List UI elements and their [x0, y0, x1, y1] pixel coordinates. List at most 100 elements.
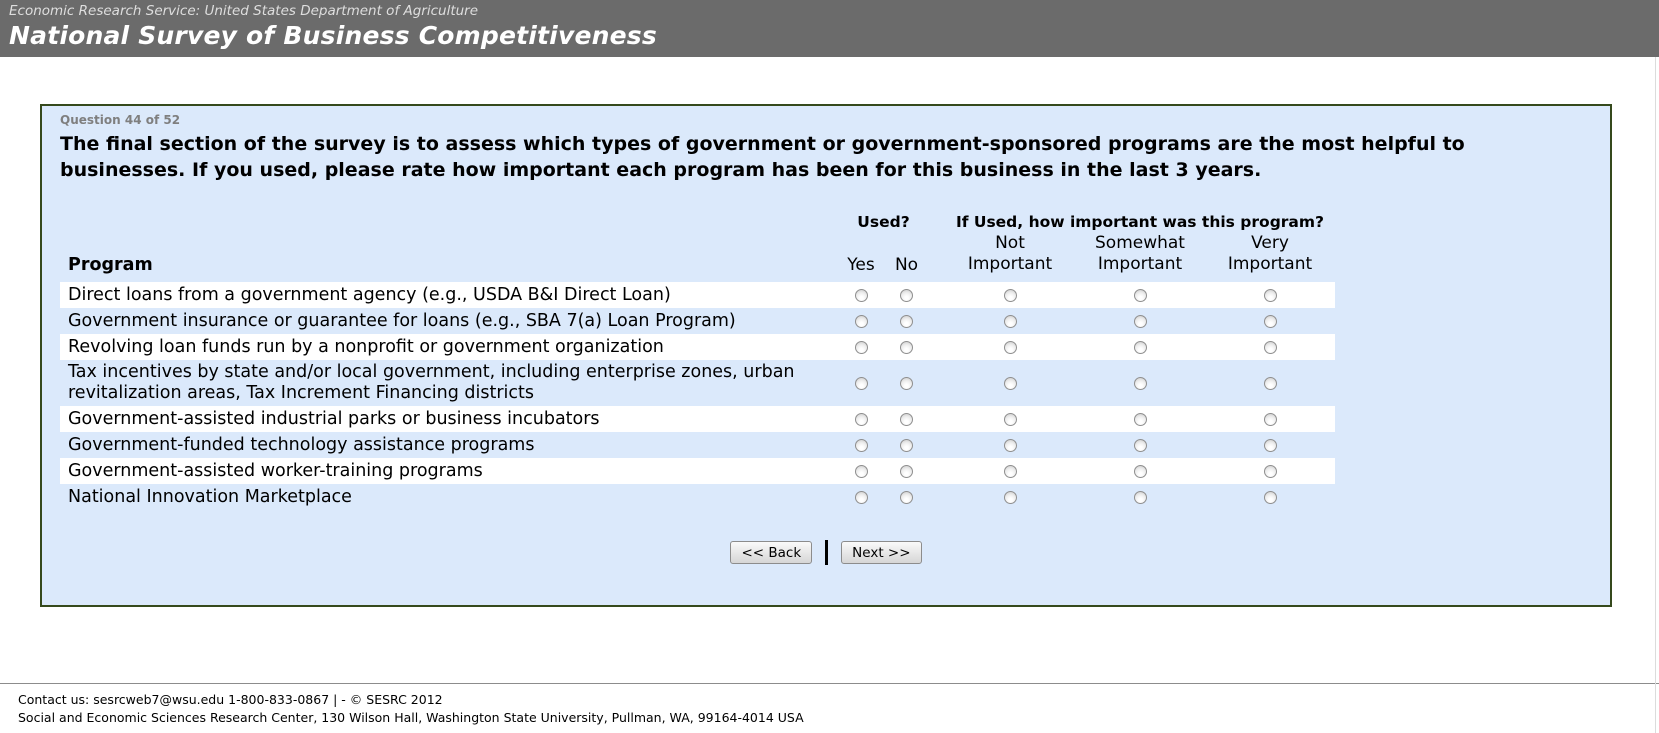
question-panel: Question 44 of 52 The final section of t…	[40, 104, 1612, 607]
radio-cell	[884, 490, 929, 504]
radio-row1-no[interactable]	[900, 288, 913, 302]
radio-row7-somewhat-important[interactable]	[1133, 464, 1147, 478]
radio-row3-somewhat-important[interactable]	[1133, 340, 1147, 354]
somewhat-important-column-label: Somewhat Important	[1095, 233, 1185, 274]
radio-cell	[884, 376, 929, 390]
radio-cell	[1075, 288, 1205, 302]
radio-row7-no[interactable]	[900, 464, 913, 478]
radio-row7-very-important[interactable]	[1263, 464, 1277, 478]
radio-row4-very-important[interactable]	[1263, 376, 1277, 390]
radio-row3-no[interactable]	[900, 340, 913, 354]
radio-row5-no[interactable]	[900, 412, 913, 426]
radio-row6-yes[interactable]	[854, 438, 868, 452]
radio-cell	[884, 340, 929, 354]
radio-row8-no[interactable]	[900, 490, 913, 504]
program-column-header: Program	[68, 255, 153, 275]
survey-rows: Direct loans from a government agency (e…	[60, 282, 1335, 510]
radio-row3-very-important[interactable]	[1263, 340, 1277, 354]
radio-row7-yes[interactable]	[854, 464, 868, 478]
table-row: National Innovation Marketplace	[60, 484, 1335, 510]
radio-cell	[838, 376, 884, 390]
button-separator	[825, 540, 829, 565]
navigation-buttons: << Back Next >>	[42, 540, 1610, 565]
back-button[interactable]: << Back	[730, 541, 813, 564]
radio-row2-somewhat-important[interactable]	[1133, 314, 1147, 328]
radio-row5-yes[interactable]	[854, 412, 868, 426]
agency-line: Economic Research Service: United States…	[9, 3, 479, 19]
radio-cell	[945, 376, 1075, 390]
radio-cell	[1075, 376, 1205, 390]
radio-cell	[945, 412, 1075, 426]
next-button[interactable]: Next >>	[841, 541, 922, 564]
radio-cell	[838, 490, 884, 504]
radio-cell	[838, 340, 884, 354]
radio-cell	[945, 340, 1075, 354]
radio-row1-somewhat-important[interactable]	[1133, 288, 1147, 302]
footer-divider	[0, 683, 1659, 684]
radio-cell	[1075, 490, 1205, 504]
radio-row7-not-important[interactable]	[1003, 464, 1017, 478]
question-text: The final section of the survey is to as…	[60, 133, 1465, 181]
radio-row2-not-important[interactable]	[1003, 314, 1017, 328]
radio-row5-very-important[interactable]	[1263, 412, 1277, 426]
radio-cell	[884, 464, 929, 478]
radio-cell	[1205, 438, 1335, 452]
radio-row8-somewhat-important[interactable]	[1133, 490, 1147, 504]
radio-row6-not-important[interactable]	[1003, 438, 1017, 452]
used-column-header: Used?	[857, 213, 910, 231]
table-row: Government-assisted worker-training prog…	[60, 458, 1335, 484]
radio-row1-very-important[interactable]	[1263, 288, 1277, 302]
radio-row4-yes[interactable]	[854, 376, 868, 390]
radio-cell	[1205, 340, 1335, 354]
radio-row6-somewhat-important[interactable]	[1133, 438, 1147, 452]
no-column-label: No	[894, 255, 919, 275]
radio-row5-not-important[interactable]	[1003, 412, 1017, 426]
radio-cell	[884, 438, 929, 452]
radio-row8-not-important[interactable]	[1003, 490, 1017, 504]
radio-cell	[884, 412, 929, 426]
radio-row1-yes[interactable]	[854, 288, 868, 302]
radio-row3-not-important[interactable]	[1003, 340, 1017, 354]
program-label: Direct loans from a government agency (e…	[68, 284, 671, 305]
radio-row6-very-important[interactable]	[1263, 438, 1277, 452]
table-group-header-row: Used? If Used, how important was this pr…	[60, 213, 1335, 231]
radio-row4-no[interactable]	[900, 376, 913, 390]
radio-cell	[945, 490, 1075, 504]
footer-contact-line: Contact us: sesrcweb7@wsu.edu 1-800-833-…	[18, 692, 443, 707]
radio-cell	[838, 438, 884, 452]
table-row: Government insurance or guarantee for lo…	[60, 308, 1335, 334]
radio-row4-not-important[interactable]	[1003, 376, 1017, 390]
radio-row5-somewhat-important[interactable]	[1133, 412, 1147, 426]
program-label: Government-funded technology assistance …	[68, 434, 535, 455]
radio-cell	[945, 464, 1075, 478]
radio-row1-not-important[interactable]	[1003, 288, 1017, 302]
radio-cell	[1075, 464, 1205, 478]
radio-cell	[838, 314, 884, 328]
page-title: National Survey of Business Competitiven…	[9, 21, 657, 50]
survey-table: Used? If Used, how important was this pr…	[60, 213, 1335, 510]
very-important-column-label: Very Important	[1227, 233, 1313, 274]
radio-cell	[1075, 412, 1205, 426]
radio-cell	[1205, 288, 1335, 302]
radio-row2-yes[interactable]	[854, 314, 868, 328]
radio-cell	[945, 288, 1075, 302]
radio-row4-somewhat-important[interactable]	[1133, 376, 1147, 390]
question-progress: Question 44 of 52	[60, 113, 181, 127]
radio-cell	[838, 412, 884, 426]
not-important-column-label: Not Important	[967, 233, 1053, 274]
yes-column-label: Yes	[847, 255, 875, 275]
radio-row3-yes[interactable]	[854, 340, 868, 354]
table-row: Revolving loan funds run by a nonprofit …	[60, 334, 1335, 360]
radio-row2-no[interactable]	[900, 314, 913, 328]
radio-row8-very-important[interactable]	[1263, 490, 1277, 504]
page-footer: Contact us: sesrcweb7@wsu.edu 1-800-833-…	[18, 691, 804, 726]
radio-row6-no[interactable]	[900, 438, 913, 452]
radio-cell	[884, 288, 929, 302]
table-row: Government-assisted industrial parks or …	[60, 406, 1335, 432]
radio-cell	[1205, 376, 1335, 390]
radio-cell	[945, 438, 1075, 452]
radio-cell	[884, 314, 929, 328]
radio-row8-yes[interactable]	[854, 490, 868, 504]
radio-row2-very-important[interactable]	[1263, 314, 1277, 328]
radio-cell	[838, 288, 884, 302]
